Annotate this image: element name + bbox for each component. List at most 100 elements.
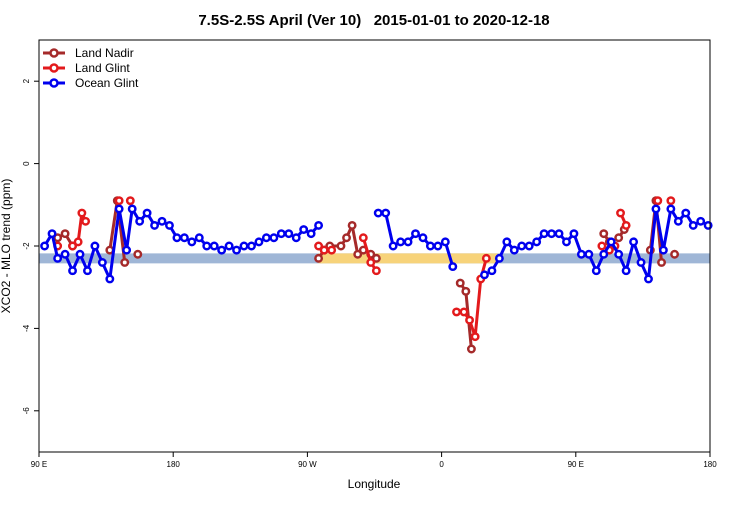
data-point-ocean-glint xyxy=(562,237,571,247)
data-point-ocean-glint xyxy=(135,216,145,226)
data-point-ocean-glint xyxy=(217,245,227,255)
y-tick-label: -2 xyxy=(22,242,31,250)
data-point-land-glint xyxy=(358,233,368,243)
data-point-land-glint xyxy=(459,307,469,317)
data-point-ocean-glint xyxy=(284,229,294,239)
legend-marker-land-glint xyxy=(49,63,59,73)
data-point-land-glint xyxy=(314,241,324,251)
data-point-land-glint xyxy=(81,216,91,226)
x-tick-label: 90 E xyxy=(568,460,584,469)
series-ocean-glint xyxy=(40,204,713,284)
data-point-ocean-glint xyxy=(122,245,132,255)
data-point-land-glint xyxy=(452,307,461,317)
data-point-ocean-glint xyxy=(157,216,167,226)
data-point-ocean-glint xyxy=(247,241,256,251)
data-point-ocean-glint xyxy=(239,241,249,251)
data-point-land-nadir xyxy=(133,249,143,259)
data-point-land-nadir xyxy=(670,249,680,259)
legend-marker-ocean-glint xyxy=(49,78,59,88)
data-point-ocean-glint xyxy=(187,237,197,247)
data-point-ocean-glint xyxy=(127,204,137,214)
data-point-ocean-glint xyxy=(591,266,601,276)
data-point-ocean-glint xyxy=(269,233,279,243)
data-point-ocean-glint xyxy=(487,266,497,276)
data-point-ocean-glint xyxy=(68,266,78,276)
data-point-ocean-glint xyxy=(673,216,683,226)
data-point-land-nadir xyxy=(347,220,357,230)
axes-layer: 90 E 180 90 W 0 90 E 180 2 0 -2 -4 -6 xyxy=(22,78,717,469)
x-axis-label: Longitude xyxy=(348,477,401,491)
data-point-ocean-glint xyxy=(299,225,309,234)
x-tick-label: 90 E xyxy=(31,460,47,469)
data-point-ocean-glint xyxy=(105,274,115,284)
legend-label-land-glint: Land Glint xyxy=(75,61,130,75)
data-point-ocean-glint xyxy=(403,237,413,247)
y-tick-label: 2 xyxy=(22,78,31,83)
data-point-land-glint xyxy=(327,245,337,255)
data-point-land-nadir xyxy=(60,229,70,239)
data-point-ocean-glint xyxy=(291,233,301,243)
data-point-ocean-glint xyxy=(425,241,435,251)
data-point-ocean-glint xyxy=(440,237,450,247)
data-point-ocean-glint xyxy=(83,266,92,276)
data-point-land-nadir xyxy=(336,241,346,251)
data-point-ocean-glint xyxy=(418,233,428,243)
data-point-ocean-glint xyxy=(90,241,100,251)
data-point-ocean-glint xyxy=(142,208,152,218)
data-point-land-glint xyxy=(597,241,607,251)
data-point-land-glint xyxy=(366,258,376,267)
data-point-land-nadir xyxy=(466,344,476,354)
series-land-glint xyxy=(53,196,676,342)
data-point-ocean-glint xyxy=(502,237,512,247)
legend-label-land-nadir: Land Nadir xyxy=(75,46,134,60)
series-land-nadir xyxy=(53,196,680,354)
data-point-land-nadir xyxy=(461,286,471,296)
data-point-land-glint xyxy=(125,196,135,206)
legend-marker-land-nadir xyxy=(49,48,59,58)
data-point-land-glint xyxy=(114,196,124,206)
data-point-ocean-glint xyxy=(40,241,50,251)
data-point-land-glint xyxy=(319,245,329,255)
data-point-ocean-glint xyxy=(381,208,391,218)
data-point-ocean-glint xyxy=(658,245,668,255)
series-line-land-glint xyxy=(456,257,488,339)
data-point-ocean-glint xyxy=(614,249,624,259)
data-point-land-glint xyxy=(77,208,87,218)
data-point-ocean-glint xyxy=(494,253,504,263)
y-tick-label: -4 xyxy=(22,324,31,332)
chart-title: 7.5S-2.5S April (Ver 10) 2015-01-01 to 2… xyxy=(198,12,549,29)
data-point-ocean-glint xyxy=(60,249,70,259)
data-point-ocean-glint xyxy=(202,241,212,251)
data-point-land-glint xyxy=(653,196,663,206)
data-point-ocean-glint xyxy=(314,220,324,230)
data-point-ocean-glint xyxy=(629,237,639,247)
data-point-land-glint xyxy=(621,220,631,230)
data-point-ocean-glint xyxy=(651,204,661,214)
data-point-ocean-glint xyxy=(606,237,616,247)
data-point-ocean-glint xyxy=(224,241,234,251)
data-point-ocean-glint xyxy=(584,249,594,259)
y-axis-label: XCO2 - MLO trend (ppm) xyxy=(0,179,13,314)
data-point-land-glint xyxy=(481,253,491,263)
data-point-land-glint xyxy=(616,208,625,218)
data-point-ocean-glint xyxy=(388,241,398,251)
data-point-land-glint xyxy=(470,332,480,342)
y-tick-label: -6 xyxy=(22,407,31,415)
data-point-land-nadir xyxy=(314,253,324,263)
data-point-ocean-glint xyxy=(480,270,489,280)
data-point-ocean-glint xyxy=(433,241,443,251)
data-point-ocean-glint xyxy=(194,233,204,243)
data-point-ocean-glint xyxy=(165,220,174,230)
data-point-ocean-glint xyxy=(396,237,406,247)
legend-label-ocean-glint: Ocean Glint xyxy=(75,76,139,90)
data-point-ocean-glint xyxy=(306,229,316,239)
data-point-ocean-glint xyxy=(547,229,557,239)
data-point-ocean-glint xyxy=(532,237,542,247)
y-tick-label: 0 xyxy=(22,161,31,166)
data-point-ocean-glint xyxy=(636,258,646,267)
data-point-land-nadir xyxy=(371,253,381,263)
data-point-ocean-glint xyxy=(53,253,63,263)
